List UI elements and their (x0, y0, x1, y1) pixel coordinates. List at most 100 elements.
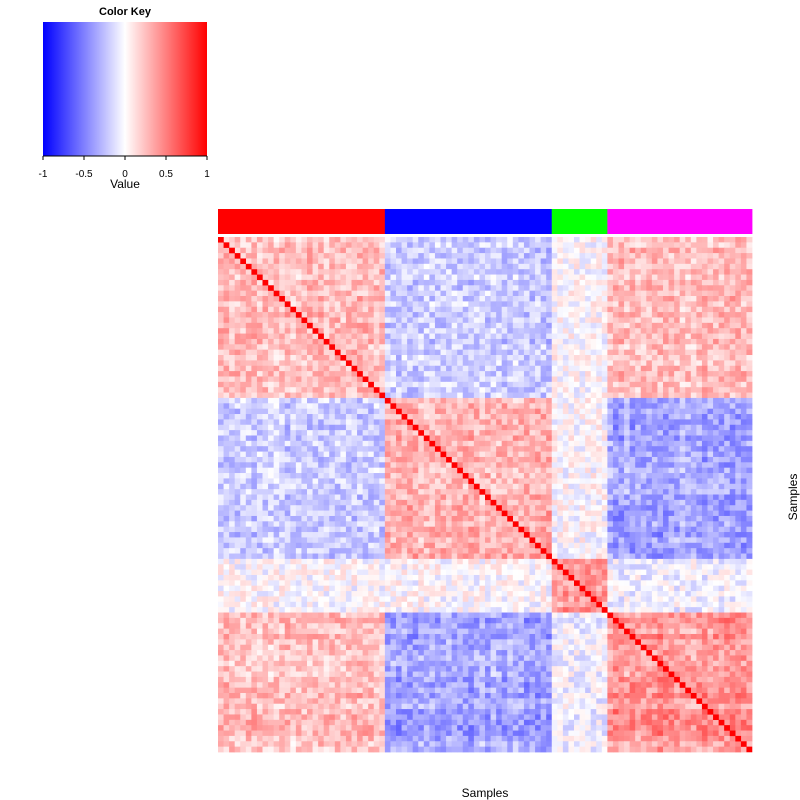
heatmap-cell (557, 478, 564, 485)
heatmap-cell (229, 408, 236, 415)
heatmap-cell (434, 253, 441, 259)
heatmap-cell (690, 376, 697, 383)
heatmap-cell (601, 338, 608, 345)
heatmap-cell (607, 456, 614, 463)
heatmap-cell (329, 387, 336, 393)
heatmap-cell (668, 306, 675, 313)
heatmap-cell (713, 269, 720, 275)
heatmap-cell (312, 483, 319, 490)
heatmap-cell (668, 317, 675, 324)
heatmap-cell (696, 355, 703, 361)
heatmap-cell (351, 328, 358, 334)
heatmap-cell (507, 489, 514, 495)
heatmap-cell (674, 408, 681, 415)
heatmap-cell (451, 446, 458, 452)
heatmap-cell (668, 403, 675, 410)
heatmap-cell (351, 408, 358, 415)
heatmap-cell (329, 381, 336, 388)
heatmap-cell (373, 473, 380, 479)
heatmap-cell (301, 338, 308, 345)
heatmap-cell (618, 451, 625, 458)
heatmap-cell (490, 510, 497, 517)
heatmap-cell (368, 494, 375, 501)
heatmap-cell (724, 435, 731, 442)
heatmap-cell (724, 494, 731, 501)
heatmap-cell (451, 279, 458, 286)
heatmap-cell (640, 237, 647, 243)
heatmap-cell (674, 494, 681, 501)
heatmap-cell (518, 462, 525, 469)
heatmap-cell (590, 344, 597, 351)
heatmap-cell (457, 392, 464, 399)
heatmap-cell (379, 274, 386, 281)
heatmap-cell (729, 494, 736, 501)
heatmap-cell (351, 247, 358, 254)
heatmap-cell (401, 253, 408, 259)
heatmap-cell (690, 505, 697, 511)
heatmap-cell (729, 306, 736, 313)
heatmap-cell (312, 419, 319, 426)
heatmap-cell (701, 247, 708, 254)
heatmap-cell (301, 505, 308, 511)
heatmap-cell (357, 328, 364, 334)
heatmap-cell (562, 296, 569, 302)
heatmap-cell (724, 451, 731, 458)
heatmap-cell (718, 408, 725, 415)
heatmap-cell (368, 403, 375, 410)
heatmap-cell (624, 349, 631, 356)
heatmap-cell (301, 328, 308, 334)
heatmap-cell (601, 274, 608, 281)
heatmap-cell (479, 317, 486, 324)
heatmap-cell (451, 285, 458, 292)
heatmap-cell (368, 360, 375, 367)
heatmap-cell (707, 387, 714, 393)
heatmap-cell (696, 435, 703, 442)
heatmap-cell (479, 333, 486, 340)
heatmap-cell (462, 397, 469, 404)
heatmap-cell (434, 510, 441, 517)
heatmap-cell (485, 279, 491, 286)
heatmap-cell (334, 478, 341, 485)
heatmap-cell (396, 338, 402, 345)
heatmap-cell (307, 317, 313, 324)
heatmap-cell (401, 408, 408, 415)
heatmap-cell (462, 333, 469, 340)
heatmap-cell (468, 247, 475, 254)
heatmap-cell (284, 505, 291, 511)
heatmap-cell (568, 328, 575, 334)
heatmap-cell (746, 344, 753, 351)
heatmap-cell (223, 510, 230, 517)
heatmap-cell (229, 489, 236, 495)
heatmap-cell (229, 274, 236, 281)
heatmap-cell (334, 403, 341, 410)
heatmap-cell (234, 489, 241, 495)
heatmap-cell (418, 301, 425, 308)
heatmap-cell (740, 338, 747, 345)
heatmap-cell (512, 365, 519, 372)
heatmap-cell (568, 301, 575, 308)
heatmap-cell (290, 301, 297, 308)
heatmap-cell (740, 403, 747, 410)
heatmap-cell (618, 397, 625, 404)
heatmap-cell (507, 285, 514, 292)
heatmap-cell (535, 296, 542, 302)
heatmap-cell (256, 424, 263, 431)
heatmap-cell (418, 349, 425, 356)
heatmap-cell (345, 274, 352, 281)
heatmap-cell (373, 499, 380, 506)
heatmap-cell (629, 349, 636, 356)
heatmap-cell (362, 279, 369, 286)
heatmap-cell (562, 494, 569, 501)
heatmap-cell (307, 258, 313, 265)
heatmap-cell (290, 489, 297, 495)
heatmap-cell (568, 462, 575, 469)
heatmap-cell (507, 483, 514, 490)
heatmap-cell (713, 371, 720, 377)
heatmap-cell (629, 483, 636, 490)
heatmap-cell (462, 365, 469, 372)
heatmap-cell (268, 430, 275, 436)
heatmap-cell (279, 397, 286, 404)
heatmap-cell (251, 338, 258, 345)
heatmap-cell (640, 381, 647, 388)
heatmap-cell (446, 462, 453, 469)
